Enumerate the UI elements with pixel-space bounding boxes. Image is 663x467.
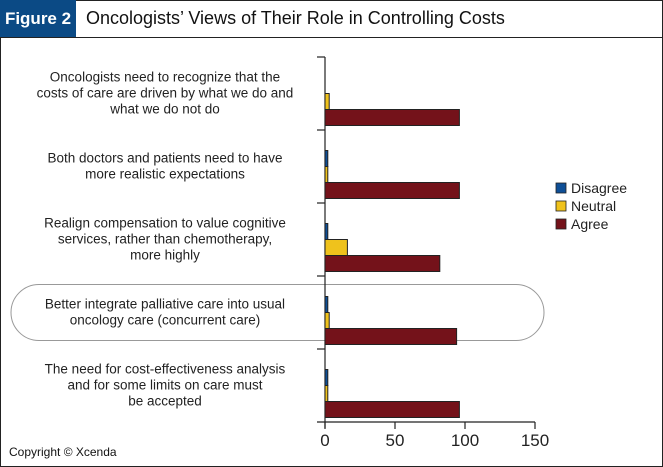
bar-neutral [324, 385, 329, 402]
bar-agree [324, 255, 441, 272]
legend-label-agree: Agree [571, 216, 609, 232]
category-label: what we do not do [109, 102, 220, 117]
bar-neutral [324, 239, 348, 256]
category-label: The need for cost-effectiveness analysis [45, 362, 286, 377]
bar-agree [324, 182, 460, 199]
bar-agree [324, 109, 460, 126]
category-label: Realign compensation to value cognitive [44, 216, 286, 231]
x-tick-label: 100 [451, 431, 479, 450]
category-label: more realistic expectations [85, 167, 245, 182]
bar-disagree [324, 150, 329, 167]
bar-neutral [324, 166, 329, 183]
bar-disagree [324, 223, 329, 240]
bar-neutral [324, 312, 330, 329]
category-label: be accepted [128, 394, 202, 409]
copyright-text: Copyright © Xcenda [9, 445, 117, 459]
legend-label-neutral: Neutral [571, 198, 616, 214]
category-label: costs of care are driven by what we do a… [37, 86, 294, 101]
category-label: oncology care (concurrent care) [70, 313, 261, 328]
category-label: Better integrate palliative care into us… [45, 297, 285, 312]
x-tick-label: 150 [521, 431, 549, 450]
chart-title: Oncologists’ Views of Their Role in Cont… [86, 8, 505, 28]
figure-label: Figure 2 [0, 0, 76, 37]
bar-disagree [324, 369, 329, 386]
figure-header: Figure 2 Oncologists’ Views of Their Rol… [0, 0, 663, 38]
category-label: more highly [130, 248, 200, 263]
legend-label-disagree: Disagree [571, 180, 627, 196]
category-label: Oncologists need to recognize that the [50, 70, 280, 85]
category-label: Both doctors and patients need to have [48, 151, 283, 166]
legend-swatch-agree [555, 218, 567, 230]
bar-disagree [324, 296, 329, 313]
legend-swatch-neutral [555, 200, 567, 212]
highlight-outline [10, 284, 545, 341]
bar-agree [324, 401, 460, 418]
category-label: and for some limits on care must [67, 378, 262, 393]
x-tick-label: 0 [320, 431, 329, 450]
x-tick-label: 50 [386, 431, 405, 450]
bar-agree [324, 328, 458, 345]
bar-neutral [324, 93, 330, 110]
category-label: services, rather than chemotherapy, [58, 232, 272, 247]
legend-swatch-disagree [555, 182, 567, 194]
